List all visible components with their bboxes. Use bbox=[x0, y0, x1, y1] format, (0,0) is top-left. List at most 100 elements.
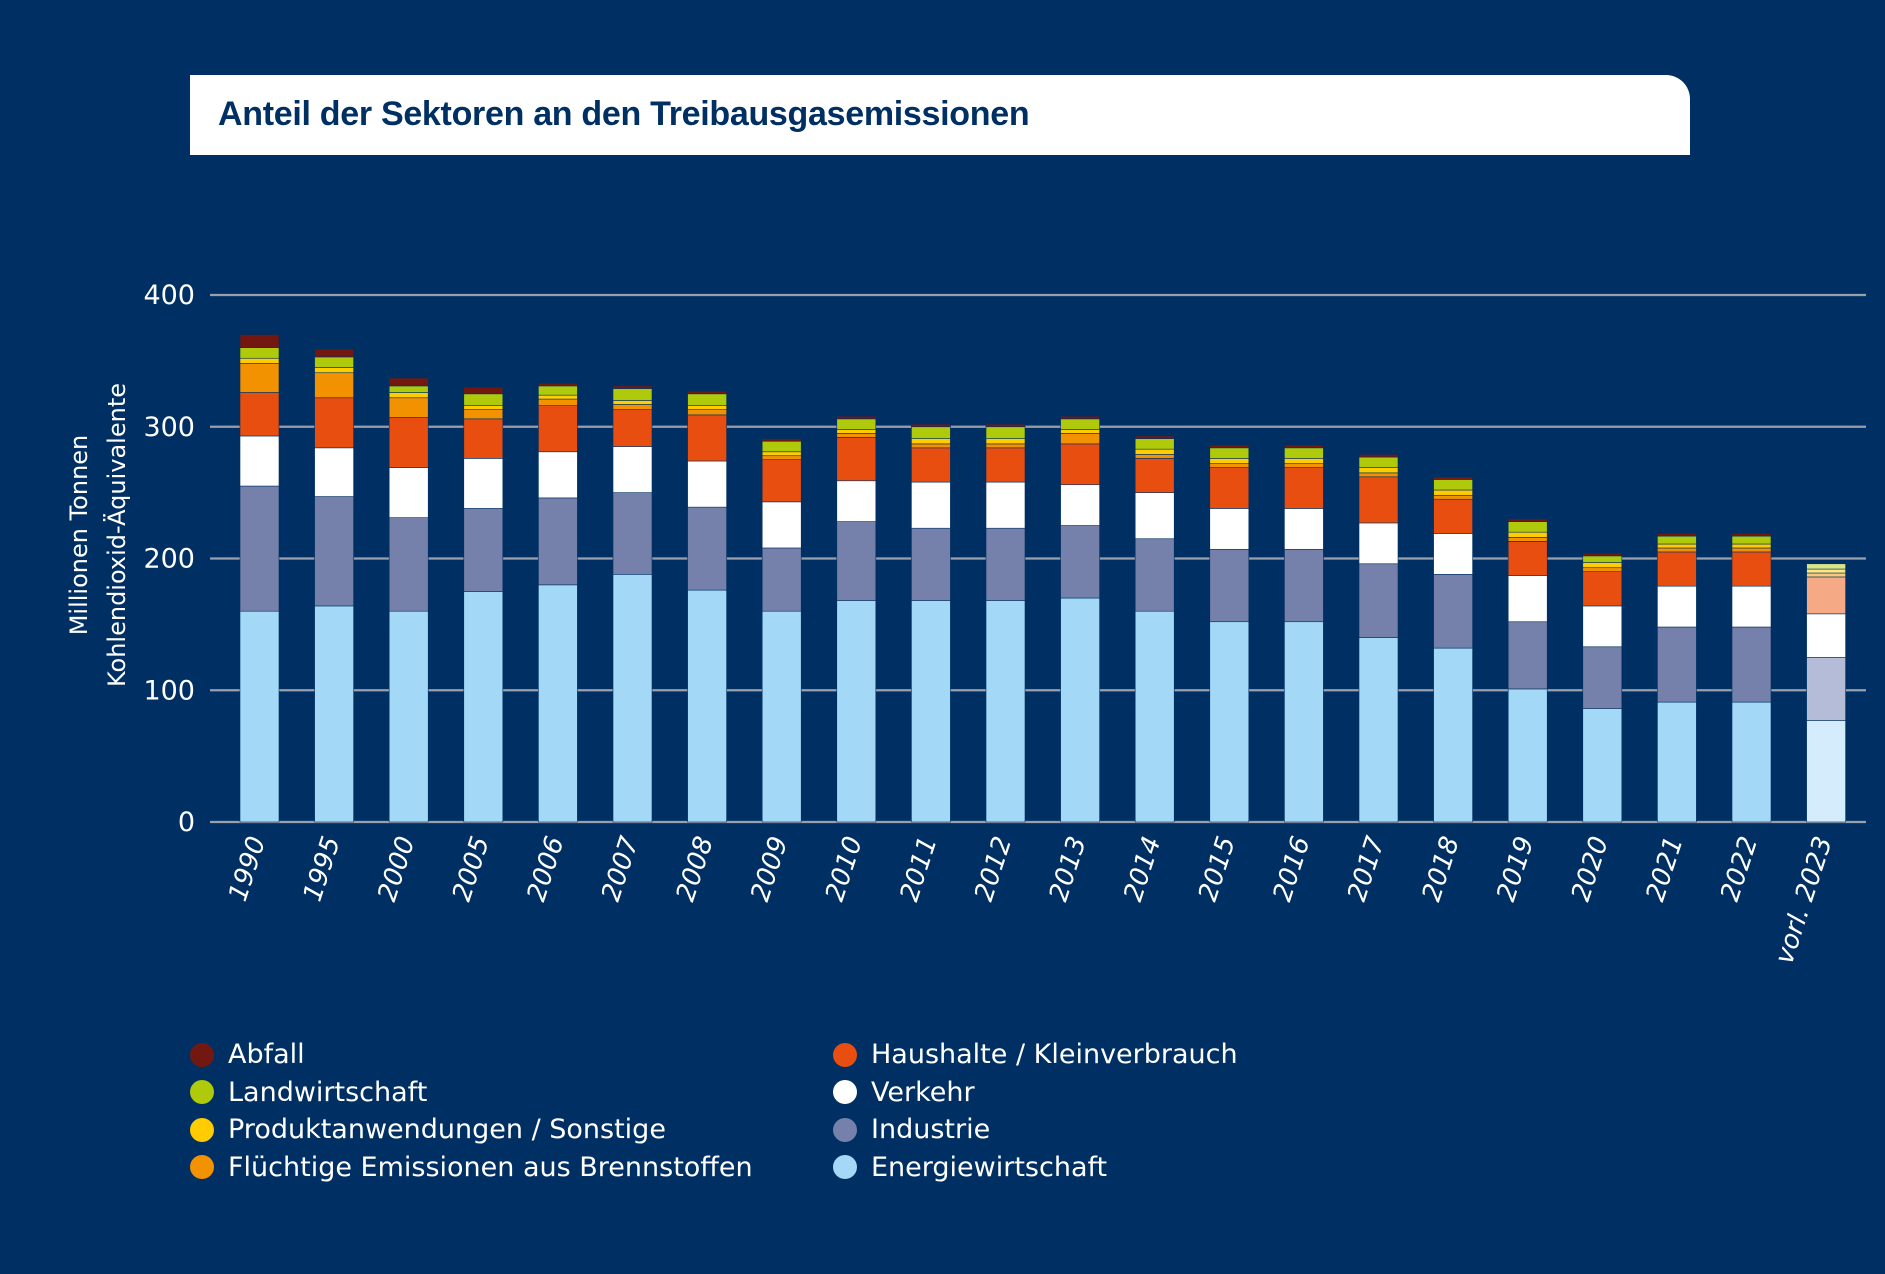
bar-segment-abfall bbox=[388, 377, 429, 387]
bar-segment-landwirtschaft bbox=[314, 356, 354, 368]
legend-item-produktanwendungen: Produktanwendungen / Sonstige bbox=[190, 1111, 753, 1149]
bar-segment-haushalte-kleinverbrauch bbox=[239, 392, 280, 437]
legend-dot-icon bbox=[833, 1117, 857, 1142]
bar-segment-haushalte-kleinverbrauch bbox=[1060, 443, 1100, 486]
bar-segment-industrie bbox=[1507, 621, 1548, 690]
bar-segment-landwirtschaft bbox=[388, 385, 429, 393]
bar-segment-industrie bbox=[985, 527, 1026, 601]
bar-segment-flüchtige-emissionen-aus-brennstoffen bbox=[538, 398, 578, 406]
bar-segment-produktanwendungen-sonstige bbox=[911, 438, 951, 445]
bar-segment-industrie bbox=[911, 527, 951, 601]
bar-segment-energiewirtschaft bbox=[1209, 621, 1250, 823]
bar-segment-industrie bbox=[1582, 646, 1623, 709]
bar-segment-verkehr bbox=[538, 451, 578, 499]
bar-segment-landwirtschaft bbox=[1284, 447, 1324, 459]
bar-segment-verkehr bbox=[1582, 605, 1623, 648]
bar-segment-verkehr bbox=[1507, 575, 1548, 623]
bar-segment-flüchtige-emissionen-aus-brennstoffen bbox=[1358, 472, 1399, 478]
bar-segment-verkehr bbox=[1284, 508, 1324, 550]
bar-segment-industrie bbox=[1284, 548, 1324, 623]
x-tick-label: 2020 bbox=[1566, 833, 1615, 905]
bar-segment-verkehr bbox=[1657, 585, 1697, 628]
bar-segment-energiewirtschaft bbox=[687, 589, 727, 823]
bar-segment-industrie bbox=[612, 492, 653, 575]
x-tick-label: 2000 bbox=[372, 833, 421, 905]
bar-segment-landwirtschaft bbox=[1657, 535, 1697, 545]
bar-segment-haushalte-kleinverbrauch bbox=[687, 414, 727, 462]
bar-segment-industrie bbox=[314, 496, 354, 607]
x-tick-label: 2015 bbox=[1193, 833, 1242, 905]
bar-segment-flüchtige-emissionen-aus-brennstoffen bbox=[1134, 454, 1175, 459]
x-tick-label: 2012 bbox=[969, 833, 1018, 905]
x-tick-label: 2010 bbox=[820, 833, 869, 905]
title-box: Anteil der Sektoren an den Treibausgasem… bbox=[190, 75, 1690, 155]
x-tick-label: 2013 bbox=[1044, 833, 1093, 905]
bar-segment-flüchtige-emissionen-aus-brennstoffen bbox=[687, 409, 727, 416]
bar-segment-produktanwendungen-sonstige bbox=[985, 438, 1026, 445]
legend-dot-icon bbox=[833, 1155, 857, 1180]
bar-segment-produktanwendungen-sonstige bbox=[836, 429, 877, 434]
bar-segment-energiewirtschaft bbox=[1358, 637, 1399, 823]
bar-segment-verkehr bbox=[388, 467, 429, 518]
bar-segment-landwirtschaft bbox=[1731, 535, 1772, 545]
bar-segment-industrie bbox=[538, 497, 578, 586]
bar-segment-haushalte-kleinverbrauch bbox=[1582, 571, 1623, 607]
bar-segment-haushalte-kleinverbrauch bbox=[1209, 467, 1250, 509]
bar-segment-energiewirtschaft bbox=[612, 574, 653, 823]
bar-segment-energiewirtschaft bbox=[761, 610, 802, 823]
bar-segment-landwirtschaft bbox=[1134, 438, 1175, 450]
bar-segment-haushalte-kleinverbrauch bbox=[1731, 551, 1772, 587]
bar-segment-industrie bbox=[1134, 538, 1175, 612]
bar-segment-produktanwendungen-sonstige bbox=[463, 405, 504, 410]
bar-segment-landwirtschaft bbox=[1358, 456, 1399, 468]
bar-segment-verkehr bbox=[985, 481, 1026, 529]
bar-segment-energiewirtschaft bbox=[1284, 621, 1324, 823]
legend-dot-icon bbox=[833, 1042, 857, 1067]
bar-segment-abfall bbox=[1507, 518, 1548, 522]
bar-segment-verkehr bbox=[1060, 484, 1100, 526]
bar-segment-energiewirtschaft bbox=[388, 610, 429, 823]
bar-segment-abfall bbox=[1284, 444, 1324, 449]
bar-segment-abfall bbox=[761, 438, 802, 442]
bar-segment-abfall bbox=[985, 423, 1026, 428]
bar-segment-landwirtschaft bbox=[1433, 479, 1473, 491]
bar-segment-industrie bbox=[761, 547, 802, 612]
bar-segment-abfall bbox=[1731, 533, 1772, 537]
bar-segment-produktanwendungen-sonstige bbox=[1582, 562, 1623, 569]
bar-segment-industrie bbox=[687, 506, 727, 591]
bar-segment-energiewirtschaft bbox=[1134, 610, 1175, 823]
y-tick-label: 0 bbox=[178, 807, 195, 838]
bar-segment-flüchtige-emissionen-aus-brennstoffen bbox=[761, 455, 802, 460]
bar-segment-abfall bbox=[911, 423, 951, 428]
bar-segment-industrie bbox=[836, 521, 877, 601]
legend-column-2: Haushalte / Kleinverbrauch Verkehr Indus… bbox=[833, 1036, 1238, 1186]
bar-segment-haushalte-kleinverbrauch bbox=[463, 418, 504, 459]
legend-item-industrie: Industrie bbox=[833, 1111, 1238, 1149]
bar-segment-landwirtschaft bbox=[538, 385, 578, 396]
bar-segment-haushalte-kleinverbrauch bbox=[1806, 576, 1846, 615]
bar-segment-produktanwendungen-sonstige bbox=[314, 367, 354, 374]
bar-segment-industrie bbox=[1731, 626, 1772, 703]
bar-segment-energiewirtschaft bbox=[1507, 688, 1548, 823]
bar-segment-haushalte-kleinverbrauch bbox=[1433, 498, 1473, 534]
bar-segment-produktanwendungen-sonstige bbox=[1433, 489, 1473, 496]
bar-segment-landwirtschaft bbox=[239, 347, 280, 359]
bar-segment-energiewirtschaft bbox=[1582, 708, 1623, 823]
bar-segment-abfall bbox=[687, 390, 727, 395]
bar-segment-haushalte-kleinverbrauch bbox=[388, 417, 429, 468]
bar-segment-energiewirtschaft bbox=[1731, 701, 1772, 823]
bar-segment-energiewirtschaft bbox=[1657, 701, 1697, 823]
bar-segment-landwirtschaft bbox=[1806, 563, 1846, 570]
legend-label: Produktanwendungen / Sonstige bbox=[228, 1114, 666, 1146]
legend-item-fluechtige-emissionen: Flüchtige Emissionen aus Brennstoffen bbox=[190, 1149, 753, 1187]
bar-segment-flüchtige-emissionen-aus-brennstoffen bbox=[1507, 537, 1548, 542]
bar-segment-landwirtschaft bbox=[911, 426, 951, 439]
bar-segment-industrie bbox=[1806, 657, 1846, 721]
bar-segment-landwirtschaft bbox=[1507, 521, 1548, 533]
bar-segment-energiewirtschaft bbox=[836, 600, 877, 823]
bar-segment-verkehr bbox=[1358, 522, 1399, 565]
x-tick-label: 2009 bbox=[745, 833, 794, 905]
bar-segment-industrie bbox=[239, 485, 280, 612]
bar-segment-flüchtige-emissionen-aus-brennstoffen bbox=[1209, 463, 1250, 468]
legend-label: Industrie bbox=[871, 1114, 991, 1146]
